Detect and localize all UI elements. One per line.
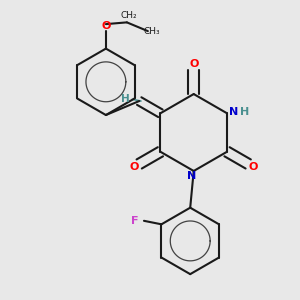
Text: N: N <box>230 106 238 116</box>
Text: H: H <box>240 106 249 116</box>
Text: O: O <box>130 162 139 172</box>
Text: O: O <box>189 59 198 69</box>
Text: CH₃: CH₃ <box>143 27 160 36</box>
Text: O: O <box>101 21 111 31</box>
Text: N: N <box>187 171 196 181</box>
Text: CH₂: CH₂ <box>120 11 137 20</box>
Text: F: F <box>131 216 139 226</box>
Text: O: O <box>248 162 257 172</box>
Text: H: H <box>121 94 130 104</box>
